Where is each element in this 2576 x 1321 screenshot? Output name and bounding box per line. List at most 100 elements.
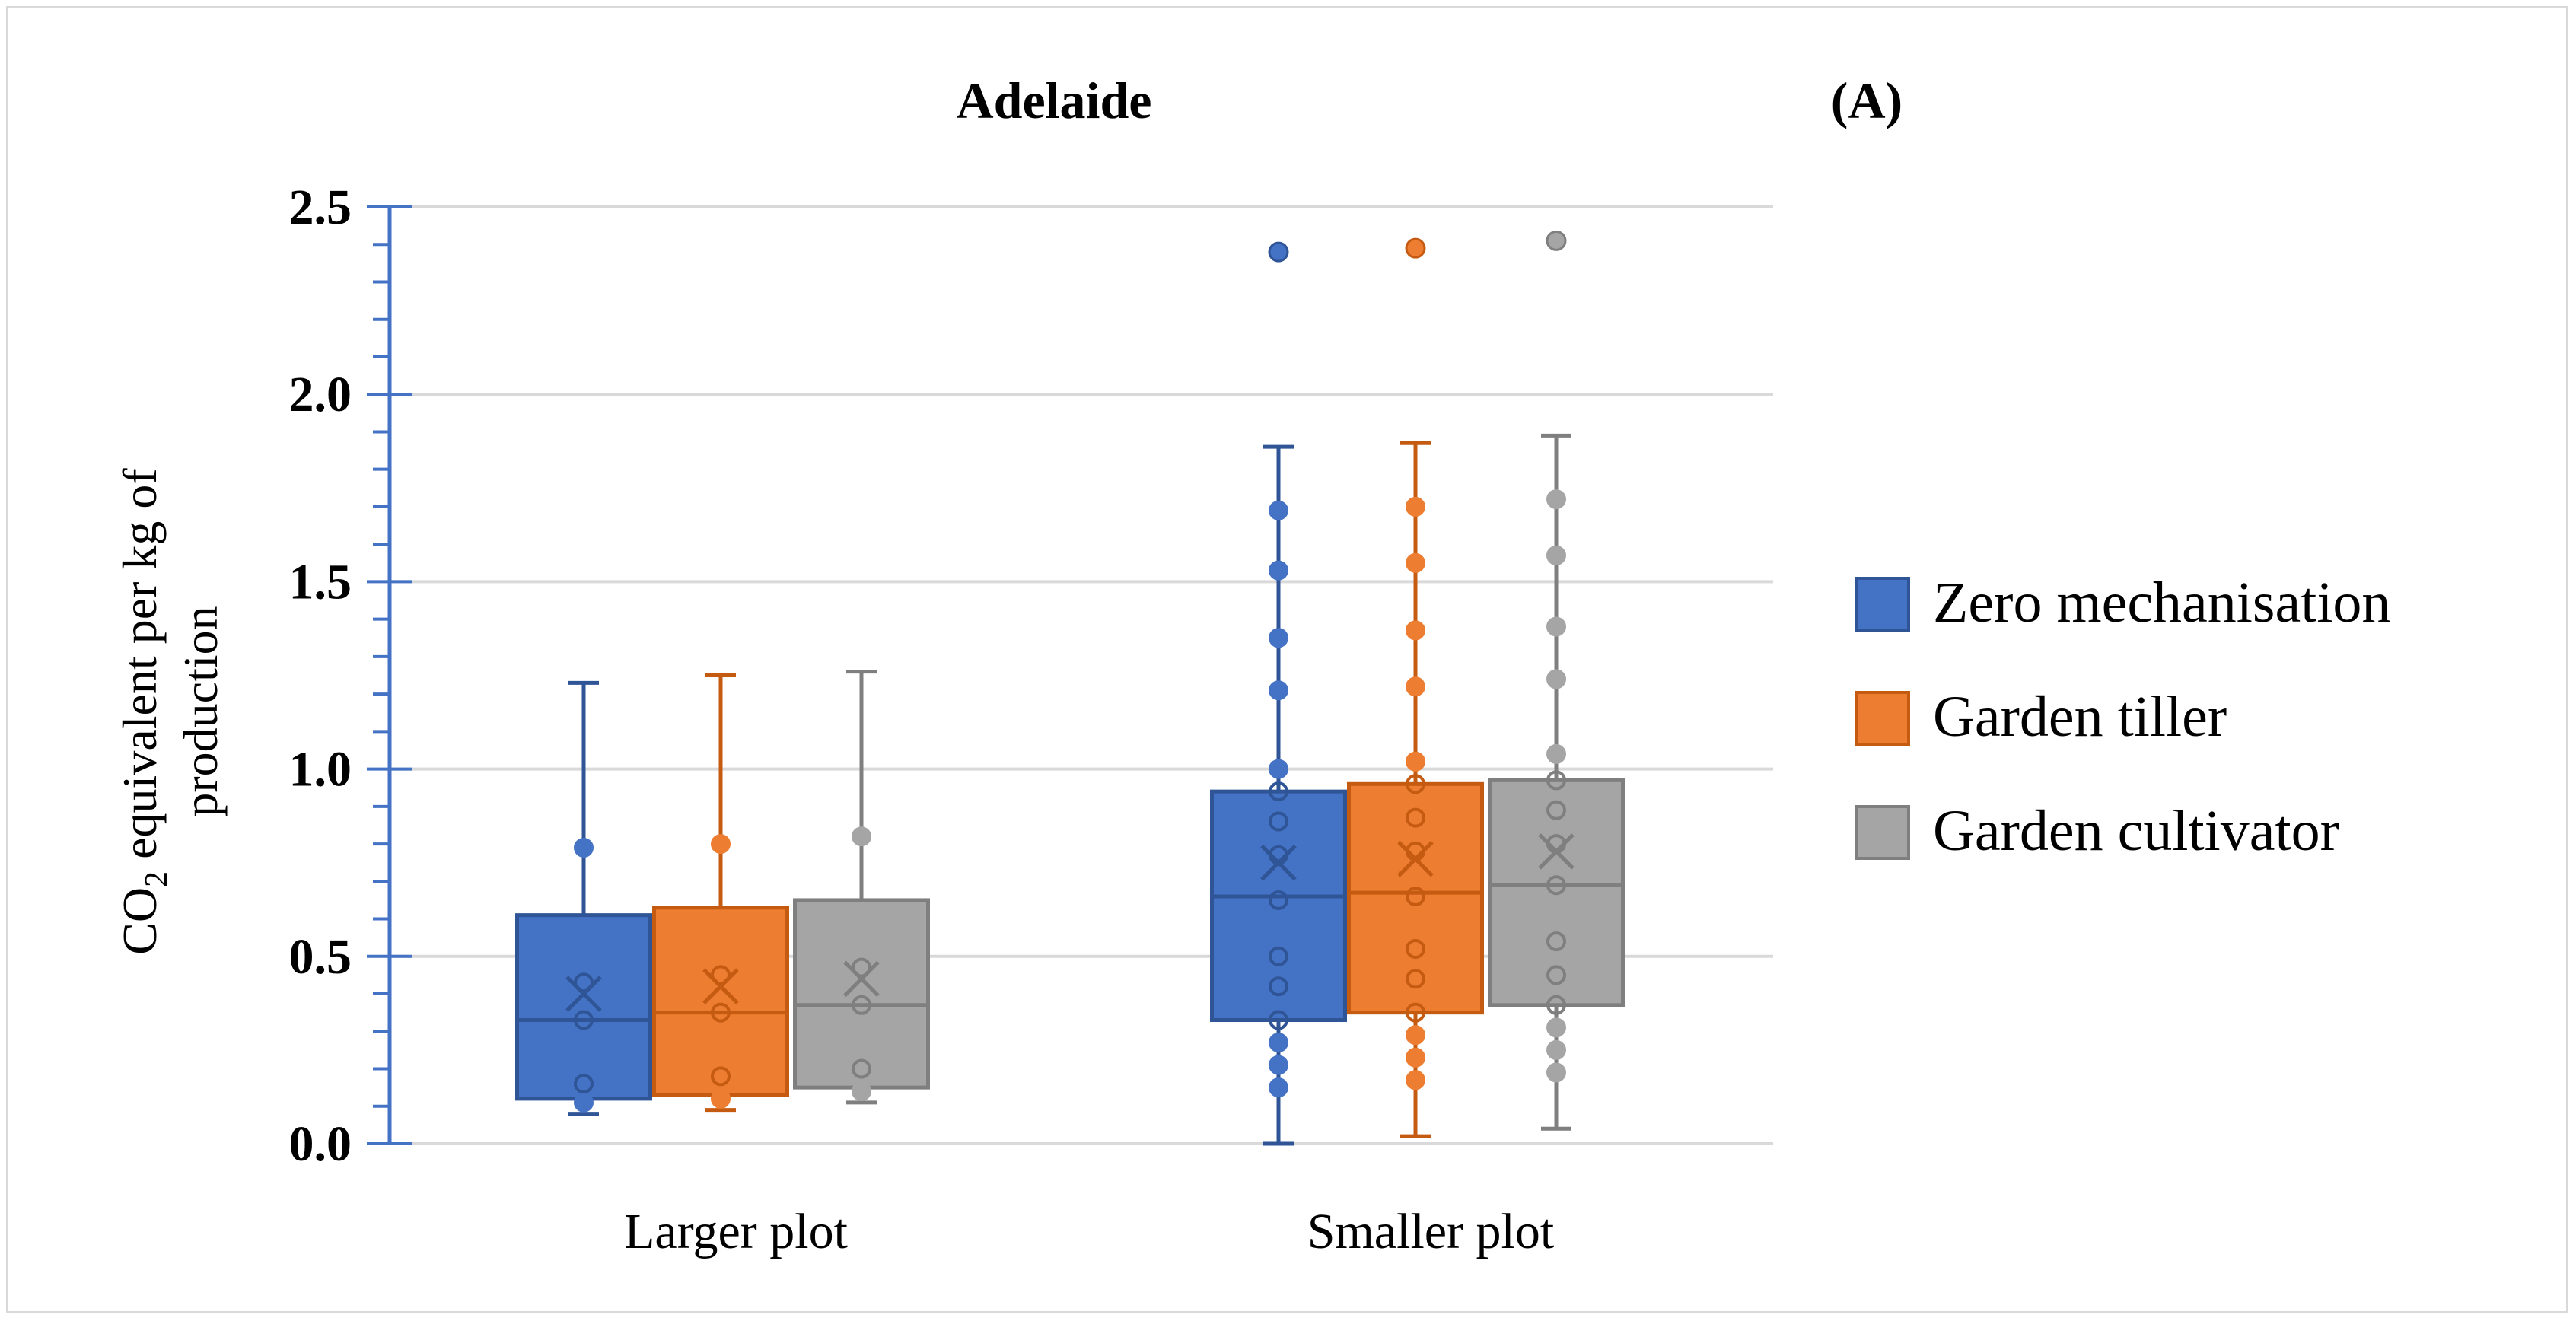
data-point: [574, 838, 594, 858]
data-point: [711, 1002, 731, 1023]
chart-title: Adelaide: [957, 72, 1152, 129]
legend-label: Garden tiller: [1933, 685, 2227, 749]
x-category-label: Larger plot: [624, 1204, 848, 1259]
y-axis-title-line2: production: [174, 606, 228, 816]
data-point: [1546, 489, 1566, 510]
box-group: [1488, 230, 1625, 1131]
data-point: [1269, 1033, 1288, 1053]
data-point: [574, 1010, 594, 1030]
outlier-point: [1405, 237, 1426, 259]
data-point: [1406, 807, 1425, 828]
data-point: [1269, 946, 1288, 966]
data-point: [1406, 774, 1425, 794]
box: [1210, 789, 1347, 1023]
data-point: [852, 1058, 871, 1079]
data-point: [1546, 770, 1566, 791]
svg-text:CO2 equivalent per kg of: CO2 equivalent per kg of: [113, 468, 174, 955]
box-group: [793, 670, 930, 1105]
y-tick-label: 2.5: [289, 180, 352, 235]
data-point: [1406, 1070, 1425, 1090]
data-point: [1406, 1047, 1425, 1068]
legend-label: Zero mechanisation: [1933, 571, 2390, 635]
data-point: [1546, 545, 1566, 565]
box-group: [652, 673, 789, 1113]
box-group: [1210, 241, 1347, 1146]
data-point: [1269, 1077, 1288, 1098]
data-point: [1406, 938, 1425, 959]
data-point: [574, 972, 594, 993]
chart-frame: [6, 6, 2568, 1313]
x-category-label: Smaller plot: [1307, 1204, 1554, 1259]
data-point: [1269, 680, 1288, 701]
panel-label: (A): [1831, 72, 1903, 129]
data-point: [711, 1088, 731, 1109]
data-point: [1269, 1055, 1288, 1075]
y-tick-label: 0.5: [289, 929, 352, 985]
mean-marker: [702, 968, 739, 1004]
box: [652, 906, 789, 1097]
data-point: [1546, 616, 1566, 637]
data-point: [711, 1066, 731, 1087]
legend-label: Garden cultivator: [1933, 799, 2339, 863]
data-point: [1406, 496, 1425, 517]
mean-marker: [1538, 833, 1575, 870]
box-group: [1347, 237, 1484, 1138]
data-point: [852, 826, 871, 847]
data-point: [1406, 620, 1425, 641]
data-point: [1269, 976, 1288, 997]
data-point: [1406, 751, 1425, 772]
chart-text: Adelaide (A) CO2 equivalent per kg of pr…: [113, 72, 1903, 955]
box: [515, 913, 652, 1101]
data-point: [1269, 628, 1288, 648]
mean-marker: [843, 960, 880, 998]
data-point: [711, 965, 731, 985]
data-point: [1269, 1010, 1288, 1030]
data-point: [1269, 560, 1288, 581]
legend: Zero mechanisation Garden tiller Garden cu…: [1855, 571, 2390, 863]
data-point: [1546, 995, 1566, 1015]
data-point: [574, 1092, 594, 1113]
data-point: [1406, 887, 1425, 907]
data-point: [1406, 676, 1425, 697]
y-tick-label: 1.0: [289, 742, 352, 797]
data-point: [1406, 1002, 1425, 1023]
legend-item: Garden cultivator: [1855, 799, 2339, 863]
data-point: [1546, 1017, 1566, 1038]
mean-marker: [565, 976, 602, 1012]
data-point: [1269, 781, 1288, 802]
data-point: [711, 834, 731, 855]
outlier-point: [1546, 230, 1567, 251]
data-point: [574, 1074, 594, 1094]
y-axis-title-rest: equivalent per kg of: [113, 468, 167, 871]
legend-swatch: [1855, 577, 1910, 632]
mean-marker: [1260, 844, 1297, 881]
data-point: [852, 995, 871, 1015]
data-point: [1546, 800, 1566, 820]
data-point: [1546, 669, 1566, 689]
y-axis: 0.0 0.5 1.0 1.5 2.0 2.5 Larger plot Smaller plo…: [289, 180, 1555, 1259]
data-point: [1546, 1039, 1566, 1060]
y-axis-title: CO2 equivalent per kg of production: [113, 468, 228, 955]
data-point: [1406, 969, 1425, 989]
data-point: [1406, 552, 1425, 573]
data-point: [1546, 1062, 1566, 1083]
box: [1347, 781, 1484, 1015]
data-point: [1269, 811, 1288, 832]
plot-area: [515, 230, 1625, 1146]
data-point: [1546, 743, 1566, 764]
data-point: [852, 1081, 871, 1102]
box-group: [515, 680, 652, 1116]
data-point: [1269, 500, 1288, 520]
data-point: [852, 957, 871, 978]
y-tick-label: 0.0: [289, 1116, 352, 1172]
legend-swatch: [1855, 805, 1910, 860]
legend-item: Zero mechanisation: [1855, 571, 2390, 635]
y-axis-title-subscript: 2: [139, 871, 174, 887]
data-point: [1546, 931, 1566, 952]
legend-item: Garden tiller: [1855, 685, 2227, 749]
data-point: [1546, 965, 1566, 985]
y-tick-label: 1.5: [289, 554, 352, 610]
data-point: [1546, 875, 1566, 896]
data-point: [1406, 1025, 1425, 1046]
